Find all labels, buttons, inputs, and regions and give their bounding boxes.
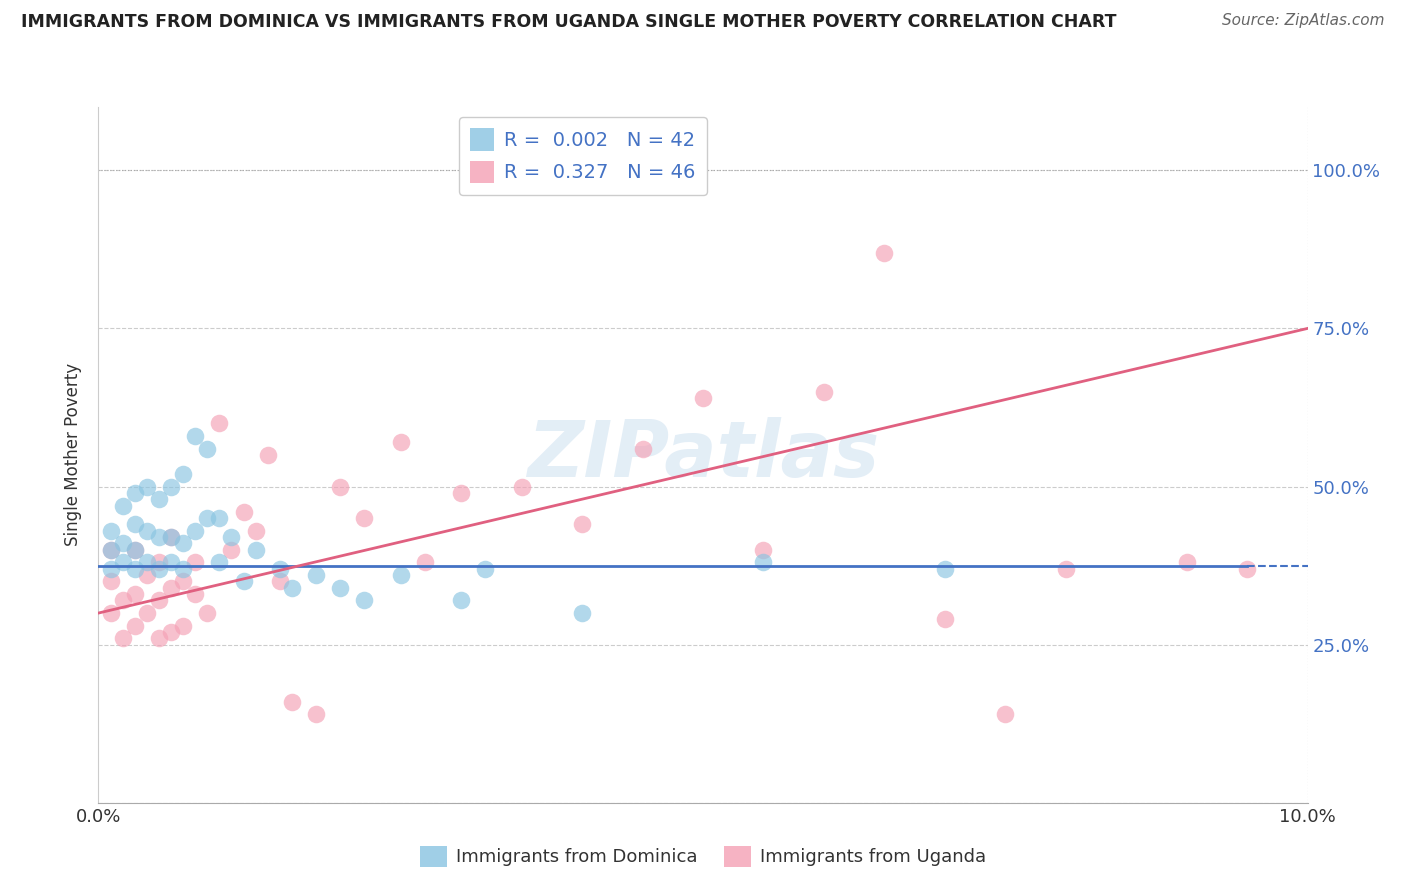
Point bbox=[148, 632, 170, 646]
Point bbox=[111, 632, 134, 646]
Point bbox=[184, 429, 207, 443]
Point bbox=[195, 442, 218, 456]
Point bbox=[329, 479, 352, 493]
Point bbox=[752, 556, 775, 570]
Point bbox=[873, 245, 896, 260]
Legend: Immigrants from Dominica, Immigrants from Uganda: Immigrants from Dominica, Immigrants fro… bbox=[412, 838, 994, 874]
Point bbox=[184, 556, 207, 570]
Point bbox=[474, 562, 496, 576]
Y-axis label: Single Mother Poverty: Single Mother Poverty bbox=[65, 363, 83, 547]
Point bbox=[135, 479, 157, 493]
Point bbox=[195, 606, 218, 620]
Point bbox=[124, 618, 146, 632]
Point bbox=[256, 448, 278, 462]
Point bbox=[269, 562, 291, 576]
Point bbox=[269, 574, 291, 589]
Point bbox=[450, 593, 472, 607]
Point bbox=[245, 524, 267, 538]
Point bbox=[172, 467, 194, 481]
Point bbox=[148, 556, 170, 570]
Point bbox=[100, 606, 122, 620]
Point bbox=[571, 517, 593, 532]
Point bbox=[510, 479, 533, 493]
Point bbox=[100, 562, 122, 576]
Point bbox=[389, 435, 412, 450]
Point bbox=[195, 511, 218, 525]
Point bbox=[934, 562, 956, 576]
Point bbox=[281, 695, 304, 709]
Text: Source: ZipAtlas.com: Source: ZipAtlas.com bbox=[1222, 13, 1385, 29]
Point bbox=[221, 542, 243, 557]
Point bbox=[1054, 562, 1077, 576]
Point bbox=[450, 486, 472, 500]
Point bbox=[160, 581, 183, 595]
Point bbox=[135, 524, 157, 538]
Point bbox=[208, 556, 231, 570]
Point bbox=[208, 511, 231, 525]
Point bbox=[413, 556, 436, 570]
Point bbox=[1175, 556, 1198, 570]
Point bbox=[124, 486, 146, 500]
Point bbox=[934, 612, 956, 626]
Point bbox=[305, 568, 328, 582]
Point bbox=[148, 562, 170, 576]
Point bbox=[100, 574, 122, 589]
Point bbox=[245, 542, 267, 557]
Point bbox=[184, 587, 207, 601]
Point bbox=[353, 511, 375, 525]
Point bbox=[232, 505, 254, 519]
Point bbox=[124, 542, 146, 557]
Point bbox=[353, 593, 375, 607]
Point bbox=[160, 530, 183, 544]
Point bbox=[305, 707, 328, 722]
Point bbox=[135, 568, 157, 582]
Point bbox=[994, 707, 1017, 722]
Point bbox=[184, 524, 207, 538]
Point bbox=[221, 530, 243, 544]
Point bbox=[124, 517, 146, 532]
Point bbox=[148, 530, 170, 544]
Point bbox=[631, 442, 654, 456]
Point bbox=[100, 542, 122, 557]
Point bbox=[160, 556, 183, 570]
Point bbox=[172, 574, 194, 589]
Point bbox=[100, 542, 122, 557]
Point bbox=[148, 593, 170, 607]
Point bbox=[111, 499, 134, 513]
Point bbox=[329, 581, 352, 595]
Point bbox=[160, 530, 183, 544]
Point bbox=[160, 625, 183, 640]
Point bbox=[124, 587, 146, 601]
Point bbox=[232, 574, 254, 589]
Point bbox=[124, 542, 146, 557]
Point bbox=[148, 492, 170, 507]
Text: ZIPatlas: ZIPatlas bbox=[527, 417, 879, 493]
Point bbox=[111, 593, 134, 607]
Point bbox=[692, 391, 714, 405]
Point bbox=[160, 479, 183, 493]
Point bbox=[100, 524, 122, 538]
Text: IMMIGRANTS FROM DOMINICA VS IMMIGRANTS FROM UGANDA SINGLE MOTHER POVERTY CORRELA: IMMIGRANTS FROM DOMINICA VS IMMIGRANTS F… bbox=[21, 13, 1116, 31]
Point bbox=[752, 542, 775, 557]
Point bbox=[172, 562, 194, 576]
Point bbox=[813, 384, 835, 399]
Point bbox=[208, 417, 231, 431]
Point bbox=[124, 562, 146, 576]
Point bbox=[111, 536, 134, 550]
Point bbox=[135, 556, 157, 570]
Point bbox=[111, 556, 134, 570]
Point bbox=[281, 581, 304, 595]
Point bbox=[135, 606, 157, 620]
Point bbox=[172, 618, 194, 632]
Point bbox=[1236, 562, 1258, 576]
Point bbox=[389, 568, 412, 582]
Point bbox=[172, 536, 194, 550]
Point bbox=[571, 606, 593, 620]
